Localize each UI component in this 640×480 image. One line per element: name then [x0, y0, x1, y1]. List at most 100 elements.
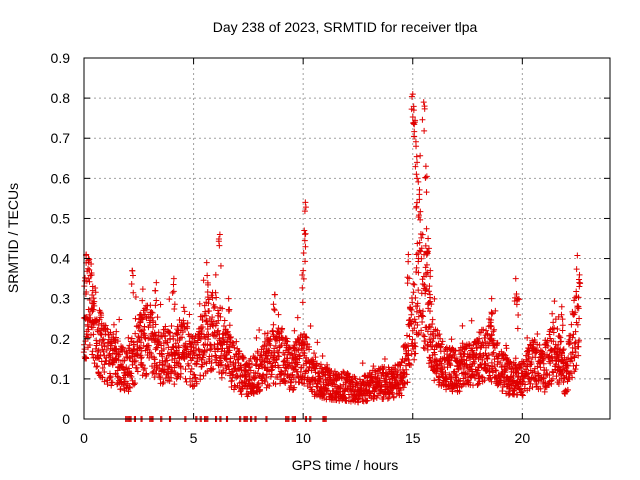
- data-point: [138, 354, 145, 361]
- data-point: [208, 353, 215, 360]
- data-point: [288, 372, 295, 379]
- data-point: [302, 243, 309, 250]
- data-point: [97, 352, 104, 359]
- data-point: [301, 237, 308, 244]
- data-point: [213, 294, 220, 301]
- data-point: [139, 286, 146, 293]
- data-point: [215, 317, 222, 324]
- data-point: [557, 334, 564, 341]
- data-point: [566, 339, 573, 346]
- data-point: [198, 363, 205, 370]
- data-point: [215, 238, 222, 245]
- data-point: [222, 370, 229, 377]
- data-point: [414, 321, 421, 328]
- data-point: [524, 334, 531, 341]
- data-point: [193, 361, 200, 368]
- x-tick-label: 15: [405, 430, 421, 446]
- data-point: [270, 306, 277, 313]
- data-point: [490, 349, 497, 356]
- data-point: [171, 381, 178, 388]
- data-point: [124, 380, 131, 387]
- data-point: [156, 365, 163, 372]
- data-point: [505, 381, 512, 388]
- data-point: [407, 304, 414, 311]
- data-point: [575, 294, 582, 301]
- data-point: [415, 214, 422, 221]
- data-point: [416, 196, 423, 203]
- data-point: [558, 311, 565, 318]
- data-point: [88, 319, 95, 326]
- data-point: [188, 365, 195, 372]
- data-point: [514, 295, 521, 302]
- data-point: [460, 365, 467, 372]
- data-point: [537, 364, 544, 371]
- data-point: [559, 316, 566, 323]
- data-point: [278, 368, 285, 375]
- data-point: [294, 346, 301, 353]
- data-point: [213, 331, 220, 338]
- data-point: [549, 368, 556, 375]
- data-point: [157, 376, 164, 383]
- data-point: [90, 306, 97, 313]
- data-point: [513, 291, 520, 298]
- data-point: [127, 384, 134, 391]
- data-point: [537, 385, 544, 392]
- data-point: [515, 311, 522, 318]
- data-point: [381, 356, 388, 363]
- y-axis-label: SRMTID / TECUs: [5, 183, 21, 293]
- data-point: [132, 330, 139, 337]
- data-point: [225, 295, 232, 302]
- data-point: [429, 316, 436, 323]
- data-point: [212, 356, 219, 363]
- data-point: [86, 296, 93, 303]
- data-point: [164, 339, 171, 346]
- data-point: [202, 334, 209, 341]
- data-point: [195, 346, 202, 353]
- data-point: [263, 374, 270, 381]
- data-point: [551, 324, 558, 331]
- data-point: [514, 325, 521, 332]
- data-point: [275, 311, 282, 318]
- data-point: [128, 281, 135, 288]
- data-point: [371, 367, 378, 374]
- data-point: [471, 371, 478, 378]
- data-point: [543, 366, 550, 373]
- data-point: [132, 293, 139, 300]
- data-point: [157, 301, 164, 308]
- data-point: [231, 344, 238, 351]
- data-point: [139, 372, 146, 379]
- data-point: [242, 374, 249, 381]
- data-point: [549, 353, 556, 360]
- data-point: [148, 350, 155, 357]
- data-point: [208, 292, 215, 299]
- data-point: [291, 327, 298, 334]
- data-point: [159, 333, 166, 340]
- y-tick-label: 0.7: [51, 130, 71, 146]
- data-point: [123, 364, 130, 371]
- data-point: [136, 344, 143, 351]
- data-point: [266, 382, 273, 389]
- data-point: [453, 355, 460, 362]
- data-point: [120, 381, 127, 388]
- data-point: [424, 342, 431, 349]
- data-point: [196, 300, 203, 307]
- data-point: [418, 327, 425, 334]
- data-point: [194, 355, 201, 362]
- data-point: [398, 392, 405, 399]
- data-point: [422, 174, 429, 181]
- data-point: [320, 392, 327, 399]
- data-point: [484, 355, 491, 362]
- y-tick-label: 0.2: [51, 331, 71, 347]
- data-point: [534, 330, 541, 337]
- data-point: [434, 368, 441, 375]
- data-point: [138, 334, 145, 341]
- data-point: [142, 372, 149, 379]
- data-point: [184, 319, 191, 326]
- data-point: [439, 338, 446, 345]
- data-point: [412, 350, 419, 357]
- data-point: [170, 281, 177, 288]
- data-point: [431, 295, 438, 302]
- data-point: [296, 353, 303, 360]
- data-point: [403, 343, 410, 350]
- data-point: [460, 356, 467, 363]
